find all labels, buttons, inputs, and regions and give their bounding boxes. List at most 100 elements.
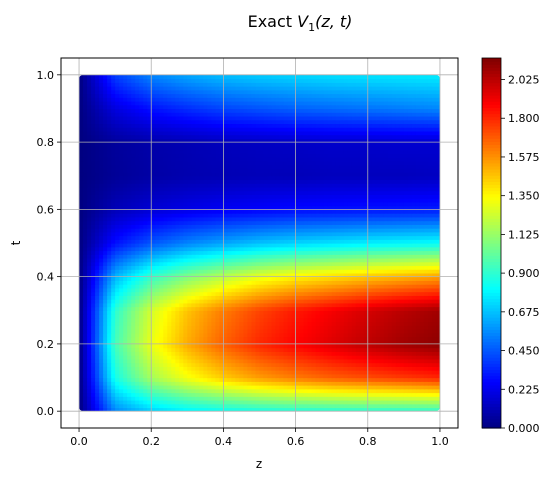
heatmap-cell (367, 396, 373, 401)
heatmap-cell (419, 250, 425, 255)
heatmap-cell (275, 272, 281, 278)
heatmap-cell (407, 399, 413, 405)
heatmap-cell (123, 317, 128, 323)
heatmap-cell (159, 385, 164, 390)
heatmap-cell (243, 201, 249, 207)
heatmap-cell (283, 403, 289, 409)
heatmap-cell (415, 261, 421, 267)
heatmap-cell (371, 257, 377, 263)
heatmap-cell (363, 280, 369, 285)
heatmap-cell (403, 343, 409, 349)
heatmap-cell (331, 399, 337, 405)
heatmap-cell (351, 216, 357, 222)
heatmap-cell (219, 254, 225, 259)
heatmap-cell (291, 340, 297, 345)
heatmap-cell (175, 321, 180, 326)
heatmap-cell (107, 220, 112, 225)
heatmap-cell (111, 246, 116, 252)
heatmap-cell (211, 224, 216, 229)
heatmap-cell (155, 216, 160, 222)
heatmap-cell (211, 254, 216, 259)
heatmap-cell (79, 243, 84, 248)
heatmap-cell (235, 377, 241, 382)
heatmap-cell (191, 351, 196, 356)
heatmap-cell (227, 257, 233, 263)
heatmap-cell (171, 407, 176, 412)
heatmap-cell (195, 276, 200, 281)
heatmap-cell (263, 355, 269, 360)
heatmap-cell (195, 377, 200, 382)
heatmap-cell (427, 243, 433, 248)
heatmap-cell (147, 269, 152, 274)
heatmap-cell (363, 235, 369, 240)
heatmap-cell (119, 250, 124, 255)
heatmap-cell (227, 250, 233, 255)
heatmap-cell (423, 231, 429, 237)
heatmap-cell (415, 276, 421, 281)
heatmap-cell (199, 314, 204, 319)
heatmap-cell (403, 366, 409, 371)
heatmap-cell (87, 373, 92, 379)
heatmap-cell (131, 317, 136, 323)
heatmap-cell (323, 269, 329, 274)
heatmap-cell (107, 366, 112, 371)
heatmap-cell (239, 366, 245, 371)
heatmap-cell (351, 366, 357, 371)
heatmap-cell (227, 366, 233, 371)
heatmap-cell (107, 276, 112, 281)
heatmap-cell (411, 228, 417, 233)
heatmap-cell (311, 302, 317, 308)
heatmap-cell (195, 243, 200, 248)
heatmap-cell (183, 336, 188, 341)
heatmap-cell (151, 399, 156, 405)
heatmap-cell (187, 325, 192, 330)
heatmap-cell (259, 351, 265, 356)
heatmap-cell (235, 220, 241, 225)
heatmap-cell (323, 332, 329, 338)
heatmap-cell (343, 358, 349, 364)
heatmap-cell (371, 224, 377, 229)
heatmap-cell (283, 209, 289, 214)
heatmap-cell (163, 314, 168, 319)
heatmap-cell (423, 205, 429, 210)
heatmap-cell (367, 257, 373, 263)
heatmap-cell (315, 362, 321, 367)
heatmap-cell (223, 306, 229, 311)
heatmap-cell (431, 340, 437, 345)
heatmap-cell (219, 392, 225, 397)
heatmap-cell (183, 332, 188, 338)
heatmap-cell (159, 377, 164, 382)
heatmap-cell (119, 228, 124, 233)
heatmap-cell (215, 403, 220, 409)
heatmap-cell (359, 340, 365, 345)
heatmap-cell (115, 358, 120, 364)
heatmap-cell (335, 381, 341, 386)
heatmap-cell (427, 392, 433, 397)
heatmap-cell (183, 343, 188, 349)
heatmap-cell (195, 332, 200, 338)
heatmap-cell (175, 201, 180, 207)
heatmap-cell (155, 381, 160, 386)
heatmap-cell (427, 272, 433, 278)
heatmap-cell (219, 310, 225, 315)
heatmap-cell (99, 403, 104, 409)
heatmap-cell (159, 355, 164, 360)
heatmap-cell (431, 314, 437, 319)
heatmap-cell (163, 377, 168, 382)
heatmap-cell (163, 216, 168, 222)
heatmap-cell (223, 291, 229, 296)
heatmap-cell (87, 366, 92, 371)
heatmap-cell (375, 228, 381, 233)
heatmap-cell (131, 276, 136, 281)
heatmap-cell (423, 321, 429, 326)
heatmap-cell (211, 295, 216, 300)
heatmap-cell (111, 317, 116, 323)
heatmap-cell (119, 243, 124, 248)
heatmap-cell (99, 314, 104, 319)
heatmap-cell (123, 396, 128, 401)
heatmap-cell (295, 392, 301, 397)
heatmap-cell (167, 243, 172, 248)
heatmap-cell (175, 403, 180, 409)
heatmap-cell (347, 373, 353, 379)
heatmap-cell (263, 295, 269, 300)
